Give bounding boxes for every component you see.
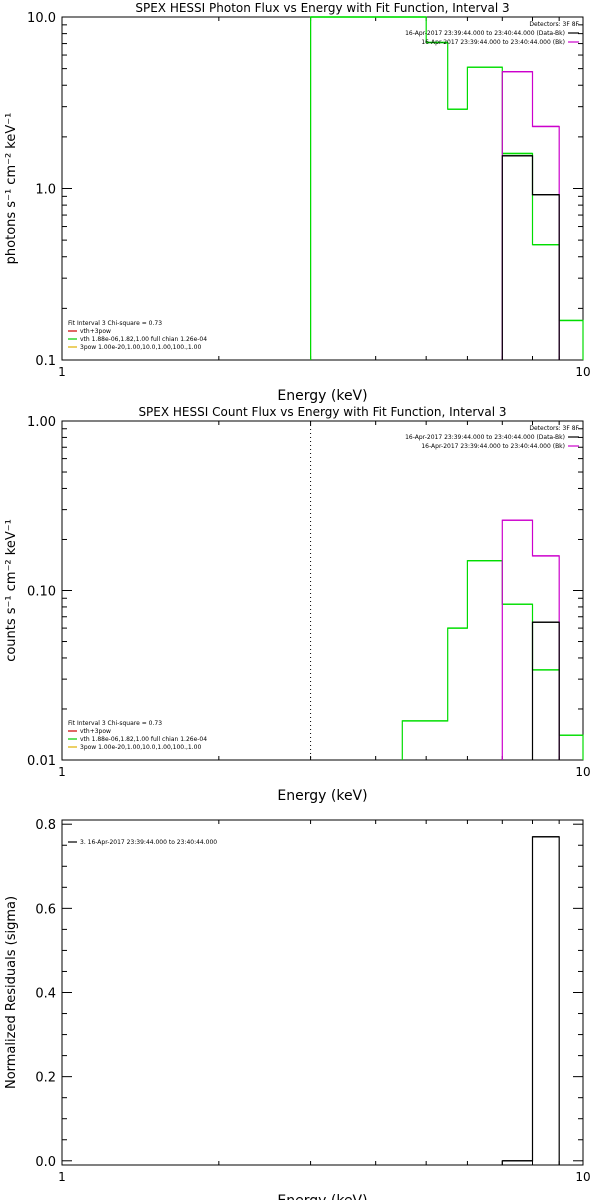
legend-left-header: Fit Interval 3 Chi-square = 0.73 xyxy=(68,720,162,727)
chart-title: SPEX HESSI Count Flux vs Energy with Fit… xyxy=(138,405,506,419)
y-tick-label: 10.0 xyxy=(27,11,56,26)
series-group xyxy=(501,155,560,360)
series-line xyxy=(531,621,560,760)
series-line xyxy=(501,71,560,360)
legend-left-entry: 3pow 1.00e-20,1.00,10.0,1.00,100.,1.00 xyxy=(80,344,201,351)
y-tick-label: 0.1 xyxy=(35,354,56,369)
series-group xyxy=(401,559,584,760)
y-tick-label: 0.6 xyxy=(35,902,56,917)
x-tick-label: 1 xyxy=(58,765,66,779)
series-group xyxy=(501,836,560,1165)
plot-frame xyxy=(61,819,584,1166)
x-tick-label: 10 xyxy=(575,1170,590,1184)
series-line xyxy=(310,16,584,360)
legend-right-header: Detectors: 3F 8F xyxy=(529,21,579,28)
legend-right-header: Detectors: 3F 8F xyxy=(529,425,579,432)
series-group xyxy=(531,621,560,760)
series-line xyxy=(401,560,584,760)
y-tick-label: 0.4 xyxy=(35,987,56,1002)
x-tick-label: 10 xyxy=(575,765,590,779)
y-tick-label: 0.01 xyxy=(27,754,56,769)
series-line xyxy=(501,155,560,360)
x-axis-label: Energy (keV) xyxy=(277,388,367,404)
legend-right-entry: 16-Apr-2017 23:39:44.000 to 23:40:44.000… xyxy=(421,39,565,46)
legend-left-entry: 3pow 1.00e-20,1.00,10.0,1.00,100.,1.00 xyxy=(80,744,201,751)
legend-left-entry: vth 1.88e-06,1.82,1.00 full chian 1.26e-… xyxy=(80,736,207,743)
legend-right-entry: 16-Apr-2017 23:39:44.000 to 23:40:44.000… xyxy=(421,443,565,450)
legend-left-entry: vth 1.88e-06,1.82,1.00 full chian 1.26e-… xyxy=(80,336,207,343)
plot-frame xyxy=(61,420,584,761)
x-tick-label: 1 xyxy=(58,365,66,379)
series-group xyxy=(501,519,560,760)
chart-title: SPEX HESSI Photon Flux vs Energy with Fi… xyxy=(135,1,509,15)
y-axis-label: counts s⁻¹ cm⁻² keV⁻¹ xyxy=(4,519,19,662)
y-tick-label: 0.0 xyxy=(35,1155,56,1170)
x-tick-label: 1 xyxy=(58,1170,66,1184)
series-group xyxy=(310,16,584,360)
legend-right-entry: 16-Apr-2017 23:39:44.000 to 23:40:44.000… xyxy=(405,30,565,37)
legend-left-entry: 3. 16-Apr-2017 23:39:44.000 to 23:40:44.… xyxy=(80,839,217,846)
legend-right-entry: 16-Apr-2017 23:39:44.000 to 23:40:44.000… xyxy=(405,434,565,441)
y-tick-label: 0.8 xyxy=(35,818,56,833)
x-tick-label: 10 xyxy=(575,365,590,379)
legend-left-entry: vth+3pow xyxy=(80,328,111,335)
y-tick-label: 0.2 xyxy=(35,1071,56,1086)
series-line xyxy=(501,836,560,1165)
x-axis-label: Energy (keV) xyxy=(277,788,367,804)
legend-left-header: Fit Interval 3 Chi-square = 0.73 xyxy=(68,320,162,327)
y-axis-label: Normalized Residuals (sigma) xyxy=(4,896,19,1089)
y-axis-label: photons s⁻¹ cm⁻² keV⁻¹ xyxy=(4,113,19,265)
series-line xyxy=(501,519,560,760)
x-axis-label: Energy (keV) xyxy=(277,1193,367,1200)
legend-left-entry: vth+3pow xyxy=(80,728,111,735)
series-group xyxy=(501,70,560,360)
y-tick-label: 1.00 xyxy=(27,415,56,430)
y-tick-label: 0.10 xyxy=(27,585,56,600)
plot-frame xyxy=(61,16,584,361)
y-tick-label: 1.0 xyxy=(35,183,56,198)
